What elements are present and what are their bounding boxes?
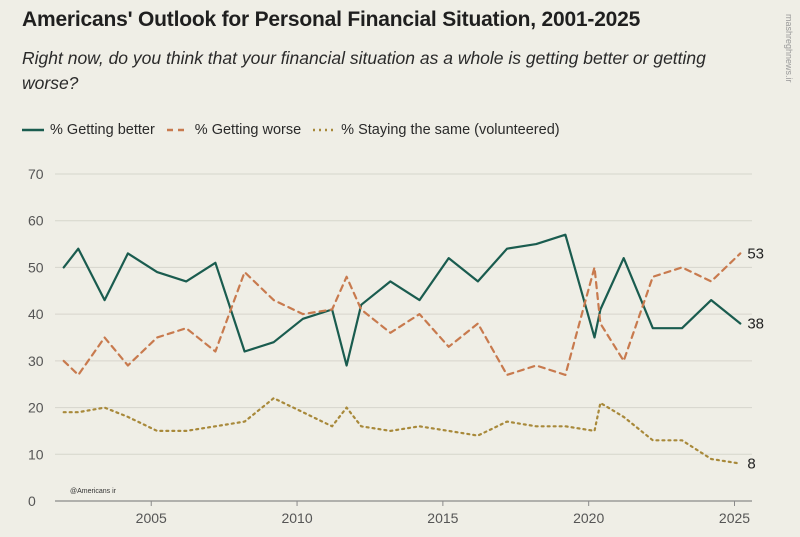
legend: % Getting better % Getting worse % Stayi…	[22, 122, 572, 138]
y-tick-label-30: 30	[28, 353, 44, 369]
chart-title: Americans' Outlook for Personal Financia…	[22, 8, 641, 31]
legend-item-worse: % Getting worse	[166, 122, 302, 138]
legend-item-better: % Getting better	[22, 122, 155, 138]
chart-subtitle: Right now, do you think that your financ…	[22, 48, 706, 93]
legend-label-same: % Staying the same (volunteered)	[341, 122, 560, 138]
watermark: mashreghnews.ir	[784, 14, 794, 83]
y-tick-label-60: 60	[28, 213, 44, 229]
x-tick-label-2005: 2005	[136, 510, 167, 526]
y-tick-label-0: 0	[28, 493, 36, 509]
y-tick-label-10: 10	[28, 446, 44, 462]
legend-item-same: % Staying the same (volunteered)	[313, 122, 560, 138]
legend-swatch-same	[313, 128, 336, 132]
end-label-worse: 53	[747, 245, 764, 262]
source-badge: @Americans ir	[70, 488, 117, 495]
x-tick-label-2015: 2015	[427, 510, 458, 526]
x-tick-label-2025: 2025	[719, 510, 750, 526]
x-tick-label-2020: 2020	[573, 510, 604, 526]
series-line-same	[62, 397, 742, 465]
x-tick-label-2010: 2010	[281, 510, 312, 526]
y-tick-label-40: 40	[28, 306, 44, 322]
series-line-worse	[62, 252, 742, 376]
end-label-same: 8	[747, 456, 755, 473]
legend-swatch-better	[22, 128, 44, 132]
y-tick-label-70: 70	[28, 166, 44, 182]
y-tick-label-20: 20	[28, 400, 44, 416]
legend-swatch-worse	[166, 128, 189, 132]
end-label-better: 38	[747, 315, 764, 332]
legend-label-worse: % Getting worse	[194, 122, 302, 138]
legend-label-better: % Getting better	[50, 122, 155, 138]
series-line-better	[62, 233, 742, 367]
y-tick-label-50: 50	[28, 259, 44, 275]
